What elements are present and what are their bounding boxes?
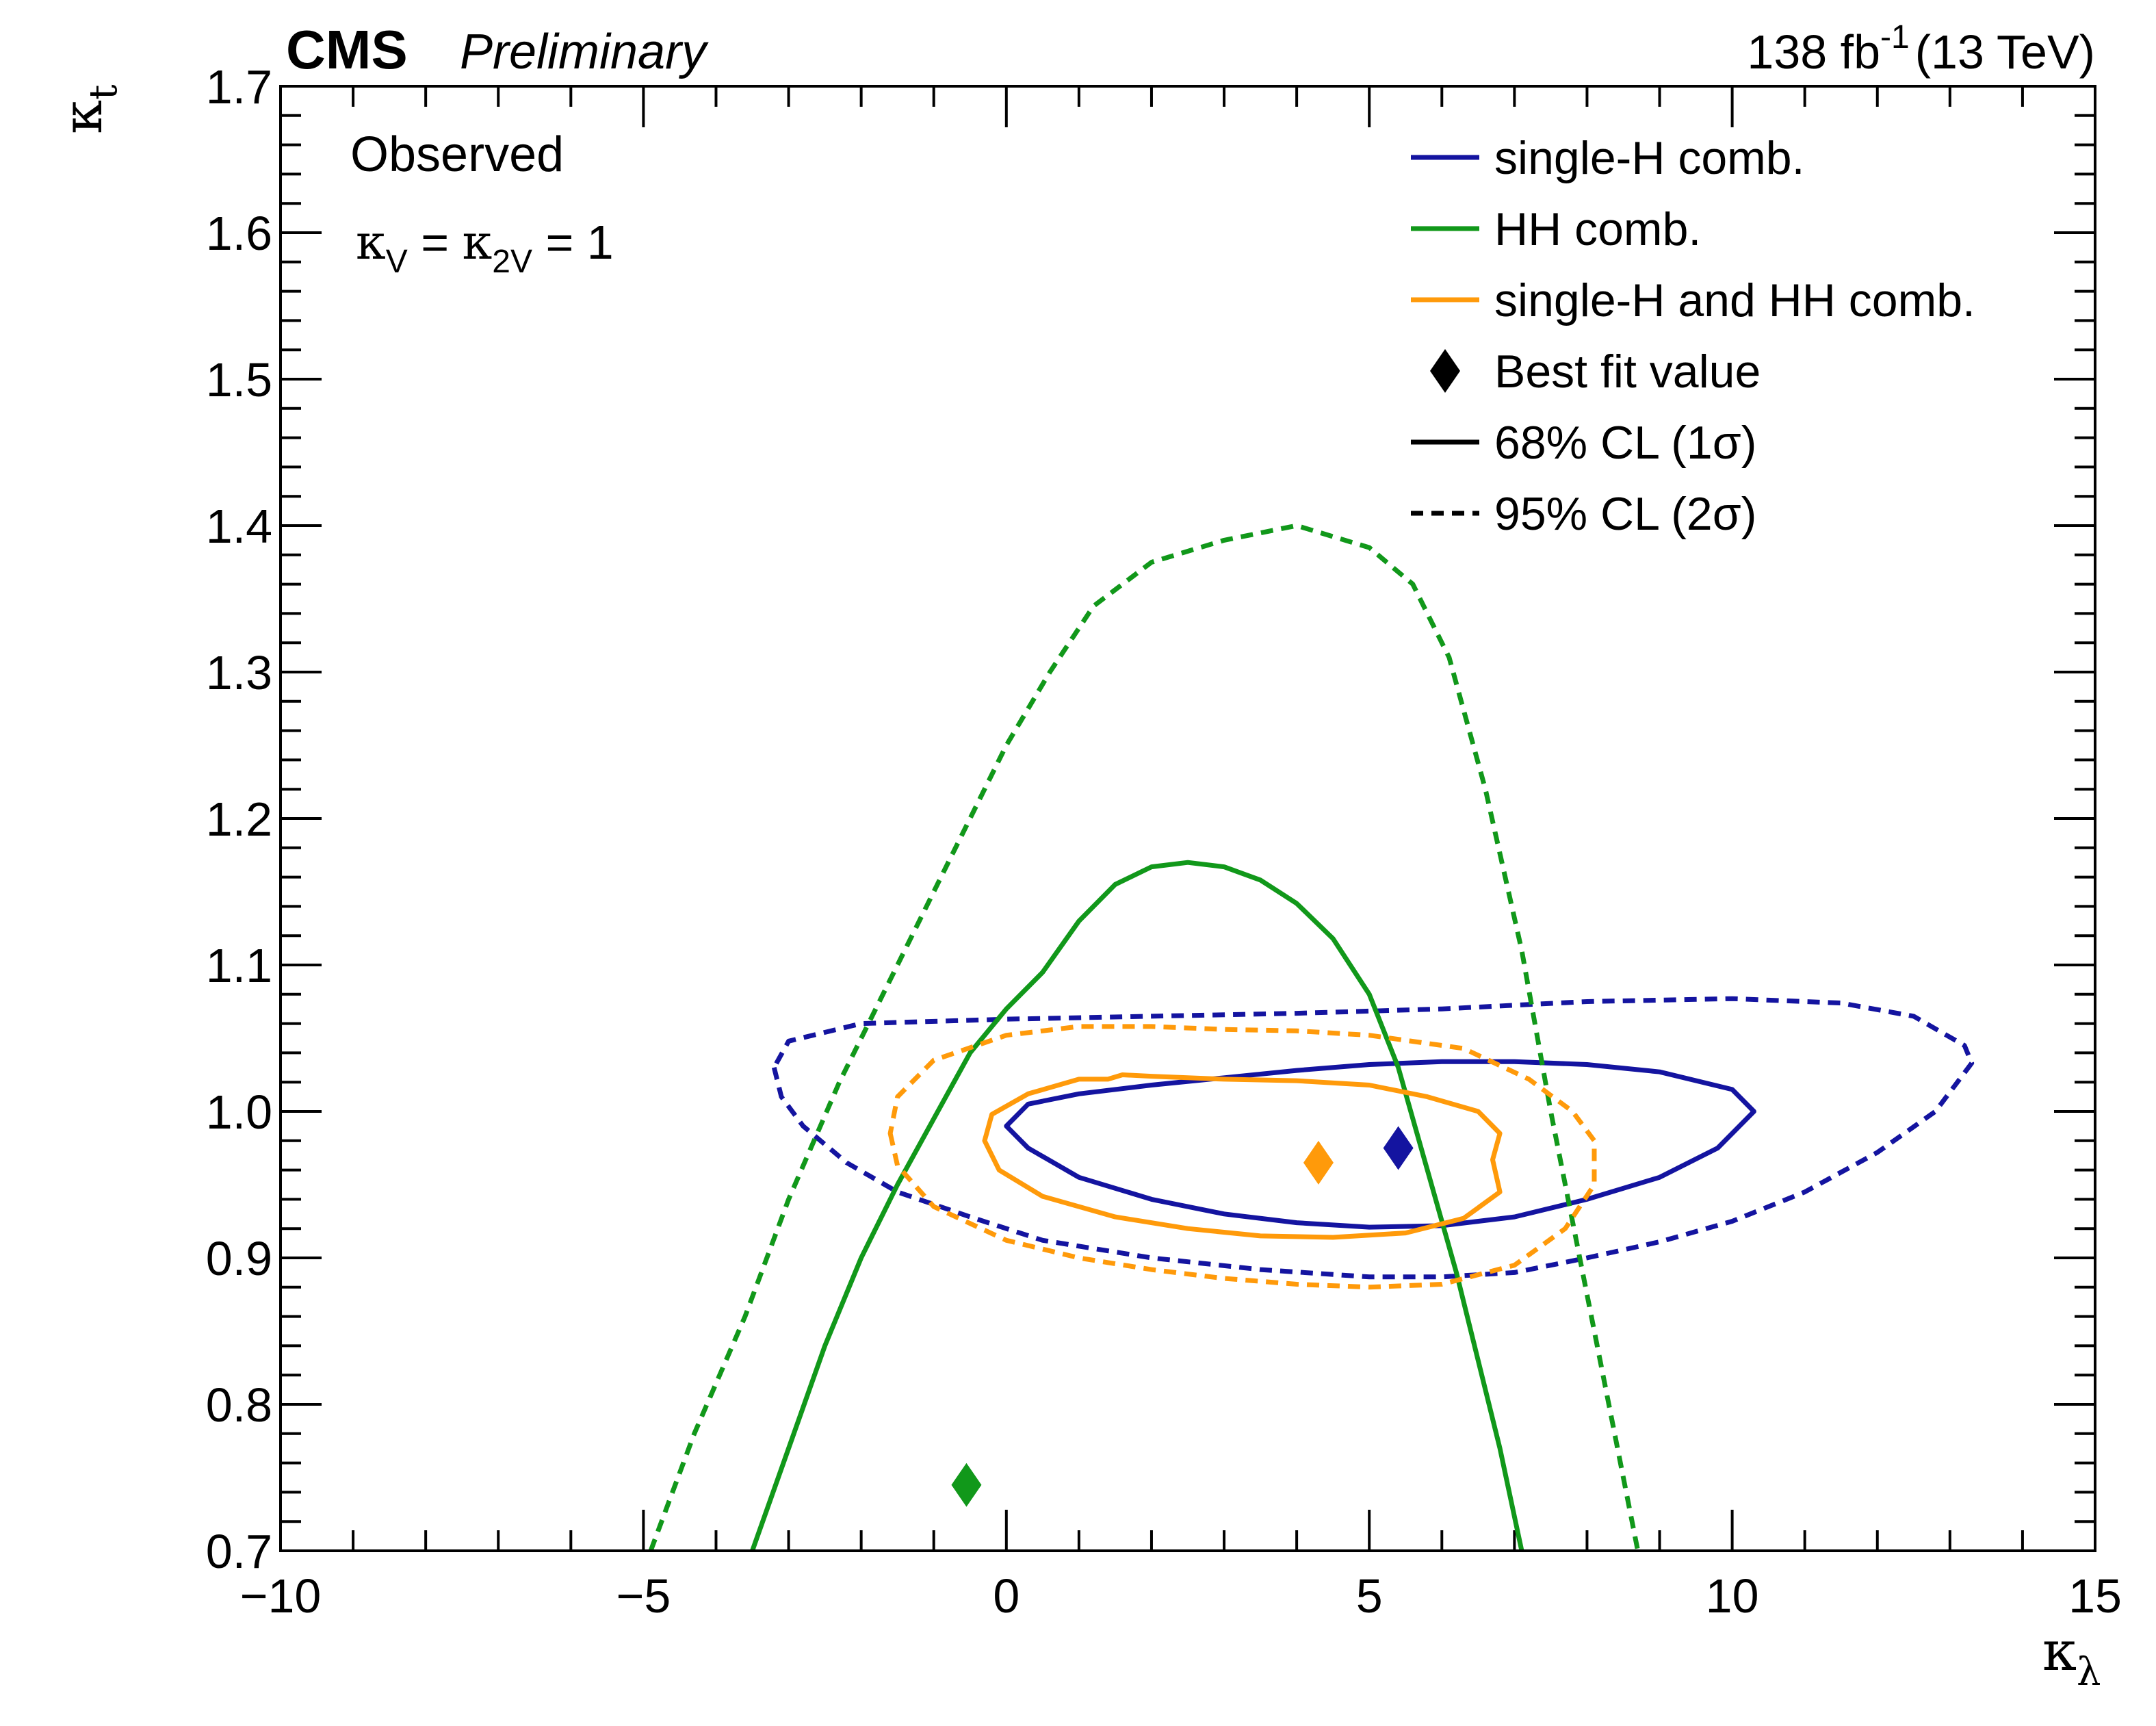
x-tick-label: −10 <box>240 1569 322 1623</box>
y-tick-label: 1.5 <box>206 353 272 407</box>
y-tick-label: 1.6 <box>206 207 272 260</box>
best-fit-markers <box>951 1126 1414 1507</box>
y-tick-label: 0.7 <box>206 1525 272 1578</box>
y-tick-label: 1.3 <box>206 646 272 699</box>
y-axis-symbol: κ <box>51 100 114 134</box>
legend-label: single-H and HH comb. <box>1494 274 1975 326</box>
kappa-v-subscript: V <box>386 244 408 280</box>
kappa-2v-subscript: 2V <box>492 244 532 280</box>
legend-label: 95% CL (2σ) <box>1494 488 1756 540</box>
x-axis-subscript: λ <box>2077 1650 2101 1695</box>
preliminary-label: Preliminary <box>460 25 709 79</box>
contour-curves <box>649 523 1975 1549</box>
x-axis-title: κλ <box>2042 1619 2101 1695</box>
legend-label: Best fit value <box>1494 346 1761 398</box>
tick-labels: −10 −5 0 5 10 15 0.7 0.8 0.9 1.0 1.1 1.2 1.3 1.4 1.5 1.… <box>206 60 2122 1623</box>
cms-label: CMS <box>286 19 408 80</box>
x-axis-symbol: κ <box>2042 1619 2077 1683</box>
lumi-unit-exponent: -1 <box>1880 19 1910 55</box>
lumi-label: 138 fb-1 (13 TeV) <box>1747 19 2095 79</box>
y-tick-label: 1.7 <box>206 60 272 114</box>
y-axis-subscript: t <box>81 84 126 100</box>
y-axis-title: κt <box>51 84 126 134</box>
observed-label: Observed <box>350 127 564 182</box>
legend: single-H comb. HH comb. single-H and HH co… <box>1411 132 1975 540</box>
lumi-value: 138 fb <box>1747 25 1880 79</box>
best-fit-marker <box>1383 1126 1414 1170</box>
coupling-condition: κV = κ2V = 1 <box>356 214 614 280</box>
contour-line <box>771 996 1975 1280</box>
kappa-v-symbol: κ <box>356 214 386 270</box>
y-tick-label: 1.0 <box>206 1085 272 1139</box>
legend-label: HH comb. <box>1494 203 1701 255</box>
best-fit-marker <box>1303 1140 1334 1185</box>
kappa-2v-symbol: κ <box>463 214 493 270</box>
y-tick-label: 1.1 <box>206 939 272 992</box>
equals-one: = 1 <box>532 216 614 269</box>
best-fit-marker <box>951 1463 982 1507</box>
y-tick-label: 0.8 <box>206 1378 272 1432</box>
legend-marker <box>1430 349 1460 393</box>
energy-label: (13 TeV) <box>1915 25 2095 79</box>
x-tick-label: 15 <box>2068 1569 2122 1623</box>
x-tick-label: 10 <box>1706 1569 1759 1623</box>
equals-sign-1: = <box>408 216 463 269</box>
contour-line <box>887 1024 1597 1290</box>
contour-line <box>982 1072 1503 1240</box>
y-tick-label: 1.2 <box>206 793 272 846</box>
y-tick-label: 0.9 <box>206 1232 272 1285</box>
x-tick-label: 5 <box>1356 1569 1383 1623</box>
legend-label: 68% CL (1σ) <box>1494 417 1756 469</box>
x-tick-label: −5 <box>616 1569 671 1623</box>
contour-line <box>649 523 1640 1549</box>
y-tick-label: 1.4 <box>206 500 272 553</box>
x-tick-label: 0 <box>993 1569 1019 1623</box>
axis-ticks <box>279 85 2096 1552</box>
contour-line <box>750 860 1524 1549</box>
legend-label: single-H comb. <box>1494 132 1805 184</box>
